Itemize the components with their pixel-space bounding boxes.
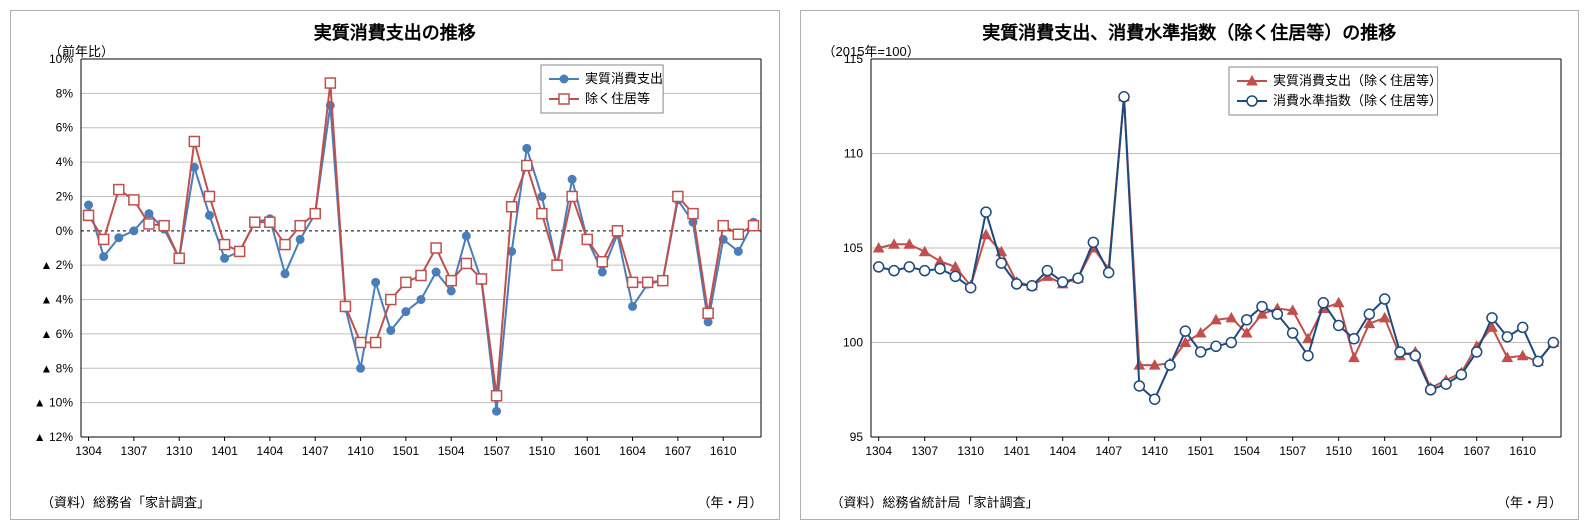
svg-text:1510: 1510 bbox=[1325, 444, 1352, 458]
svg-text:1607: 1607 bbox=[665, 444, 692, 458]
svg-text:6%: 6% bbox=[56, 121, 74, 135]
svg-text:▲ 12%: ▲ 12% bbox=[34, 430, 74, 444]
svg-text:▲ 6%: ▲ 6% bbox=[40, 327, 73, 341]
svg-text:1601: 1601 bbox=[1371, 444, 1398, 458]
svg-text:▲ 10%: ▲ 10% bbox=[34, 396, 74, 410]
svg-text:10%: 10% bbox=[49, 52, 73, 66]
svg-text:実質消費支出: 実質消費支出 bbox=[585, 71, 663, 86]
svg-text:1404: 1404 bbox=[257, 444, 284, 458]
svg-text:1604: 1604 bbox=[619, 444, 646, 458]
svg-text:115: 115 bbox=[843, 52, 862, 66]
svg-text:4%: 4% bbox=[56, 155, 74, 169]
left-panel: 実質消費支出の推移 （前年比） ▲ 12%▲ 10%▲ 8%▲ 6%▲ 4%▲ … bbox=[10, 10, 780, 520]
svg-text:1307: 1307 bbox=[911, 444, 938, 458]
svg-text:1410: 1410 bbox=[347, 444, 374, 458]
svg-text:1607: 1607 bbox=[1463, 444, 1490, 458]
svg-text:1504: 1504 bbox=[1233, 444, 1260, 458]
svg-text:110: 110 bbox=[843, 147, 862, 161]
svg-text:1304: 1304 bbox=[75, 444, 102, 458]
svg-text:実質消費支出（除く住居等）: 実質消費支出（除く住居等） bbox=[1273, 73, 1442, 88]
svg-text:1410: 1410 bbox=[1141, 444, 1168, 458]
svg-text:95: 95 bbox=[849, 430, 863, 444]
svg-text:1407: 1407 bbox=[302, 444, 329, 458]
svg-text:1407: 1407 bbox=[1095, 444, 1122, 458]
svg-text:1310: 1310 bbox=[957, 444, 984, 458]
right-panel: 実質消費支出、消費水準指数（除く住居等）の推移 （2015年=100） 9510… bbox=[800, 10, 1580, 520]
svg-text:除く住居等: 除く住居等 bbox=[585, 91, 650, 106]
svg-text:8%: 8% bbox=[56, 86, 74, 100]
svg-text:1604: 1604 bbox=[1417, 444, 1444, 458]
svg-text:▲ 2%: ▲ 2% bbox=[40, 258, 73, 272]
svg-text:0%: 0% bbox=[56, 224, 74, 238]
svg-text:1401: 1401 bbox=[211, 444, 238, 458]
svg-text:1610: 1610 bbox=[1509, 444, 1536, 458]
svg-text:1507: 1507 bbox=[483, 444, 510, 458]
svg-text:2%: 2% bbox=[56, 189, 74, 203]
svg-text:1601: 1601 bbox=[574, 444, 601, 458]
svg-text:1610: 1610 bbox=[710, 444, 737, 458]
right-x-footer: （年・月） bbox=[1497, 492, 1562, 511]
svg-text:100: 100 bbox=[842, 336, 862, 350]
svg-text:1504: 1504 bbox=[438, 444, 465, 458]
svg-text:105: 105 bbox=[842, 241, 862, 255]
left-x-footer: （年・月） bbox=[697, 492, 762, 511]
svg-text:1501: 1501 bbox=[1187, 444, 1214, 458]
left-chart: ▲ 12% ▲ 10% ▲ 8% ▲ 6% ▲ 4% ▲ 2% 0% 2% 4% 6% 8% 10% 1… bbox=[11, 11, 781, 471]
svg-text:▲ 8%: ▲ 8% bbox=[40, 361, 73, 375]
svg-text:1307: 1307 bbox=[121, 444, 148, 458]
svg-text:1304: 1304 bbox=[865, 444, 892, 458]
svg-text:1501: 1501 bbox=[393, 444, 420, 458]
svg-text:1510: 1510 bbox=[529, 444, 556, 458]
svg-text:消費水準指数（除く住居等）: 消費水準指数（除く住居等） bbox=[1273, 93, 1442, 108]
svg-text:1310: 1310 bbox=[166, 444, 193, 458]
svg-text:▲ 4%: ▲ 4% bbox=[40, 293, 73, 307]
left-source: （資料）総務省「家計調査」 bbox=[41, 492, 210, 511]
svg-text:1401: 1401 bbox=[1003, 444, 1030, 458]
right-chart: 95 100 105 110 115 1304 1307 1310 1401 1404 1407 14… bbox=[801, 11, 1581, 471]
right-source: （資料）総務省統計局「家計調査」 bbox=[831, 492, 1039, 511]
svg-text:1507: 1507 bbox=[1279, 444, 1306, 458]
svg-text:1404: 1404 bbox=[1049, 444, 1076, 458]
